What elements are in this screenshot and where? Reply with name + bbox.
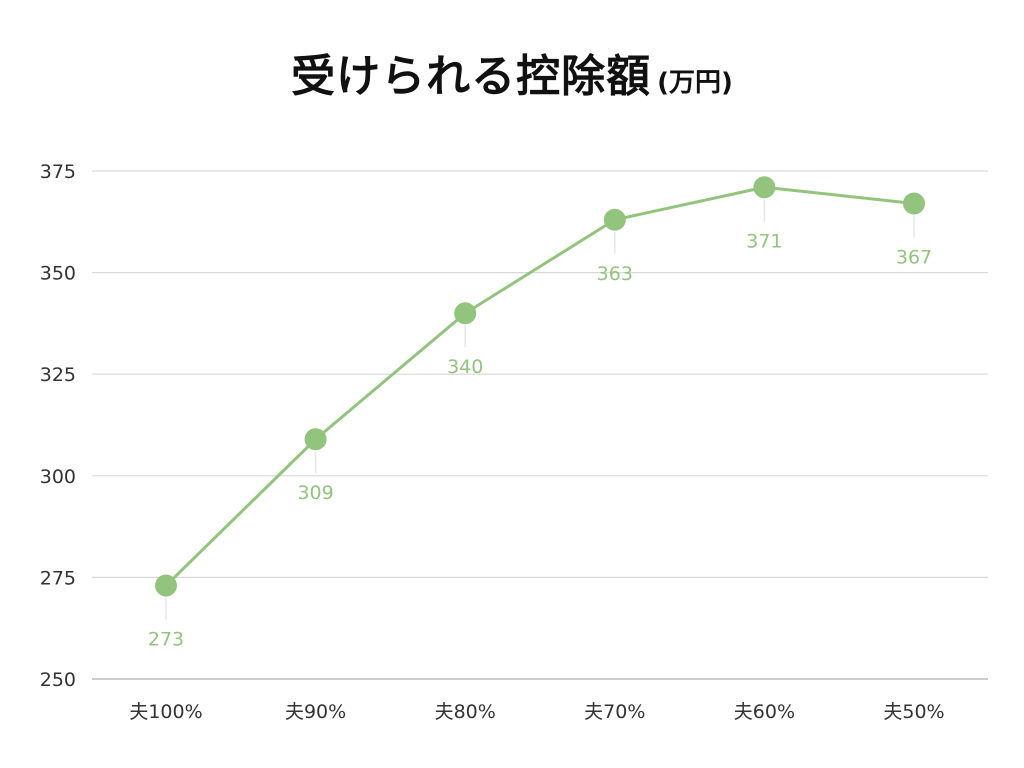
y-tick-label-375: 375 (40, 161, 76, 183)
data-label-5: 367 (896, 247, 932, 269)
data-labels: 273 309 340 363 371 367 (148, 230, 932, 650)
y-axis: 250 275 300 325 350 375 (40, 161, 76, 691)
data-label-2: 340 (447, 356, 483, 378)
label-connectors (165, 199, 915, 620)
data-label-4: 371 (746, 230, 782, 252)
data-point-1[interactable] (304, 428, 327, 451)
data-point-4[interactable] (753, 176, 776, 199)
x-tick-label-5: 夫50% (883, 701, 944, 723)
data-point-5[interactable] (903, 192, 925, 215)
y-tick-label-325: 325 (40, 364, 76, 386)
data-points (155, 176, 925, 597)
data-point-2[interactable] (454, 302, 477, 325)
chart-title-main: 受けられる控除額 (291, 51, 652, 102)
data-label-0: 273 (148, 629, 184, 651)
series-line-group (164, 185, 916, 588)
y-tick-label-350: 350 (40, 263, 76, 285)
y-tick-label-300: 300 (40, 466, 76, 488)
x-tick-label-1: 夫90% (285, 701, 346, 723)
grid-lines (92, 170, 988, 680)
x-axis: 夫100% 夫90% 夫80% 夫70% 夫60% 夫50% (129, 701, 944, 723)
data-point-0[interactable] (155, 574, 177, 597)
y-tick-label-275: 275 (40, 567, 76, 589)
chart-title: 受けられる控除額 (万円) (0, 40, 1024, 104)
x-tick-label-4: 夫60% (734, 701, 795, 723)
series-line (164, 185, 916, 588)
data-label-3: 363 (597, 263, 633, 285)
x-tick-label-2: 夫80% (435, 701, 496, 723)
x-tick-label-0: 夫100% (129, 701, 202, 723)
data-point-3[interactable] (603, 208, 626, 231)
y-tick-label-250: 250 (40, 669, 76, 691)
data-label-1: 309 (297, 482, 333, 504)
chart-title-unit: (万円) (657, 68, 733, 98)
x-tick-label-3: 夫70% (584, 701, 645, 723)
